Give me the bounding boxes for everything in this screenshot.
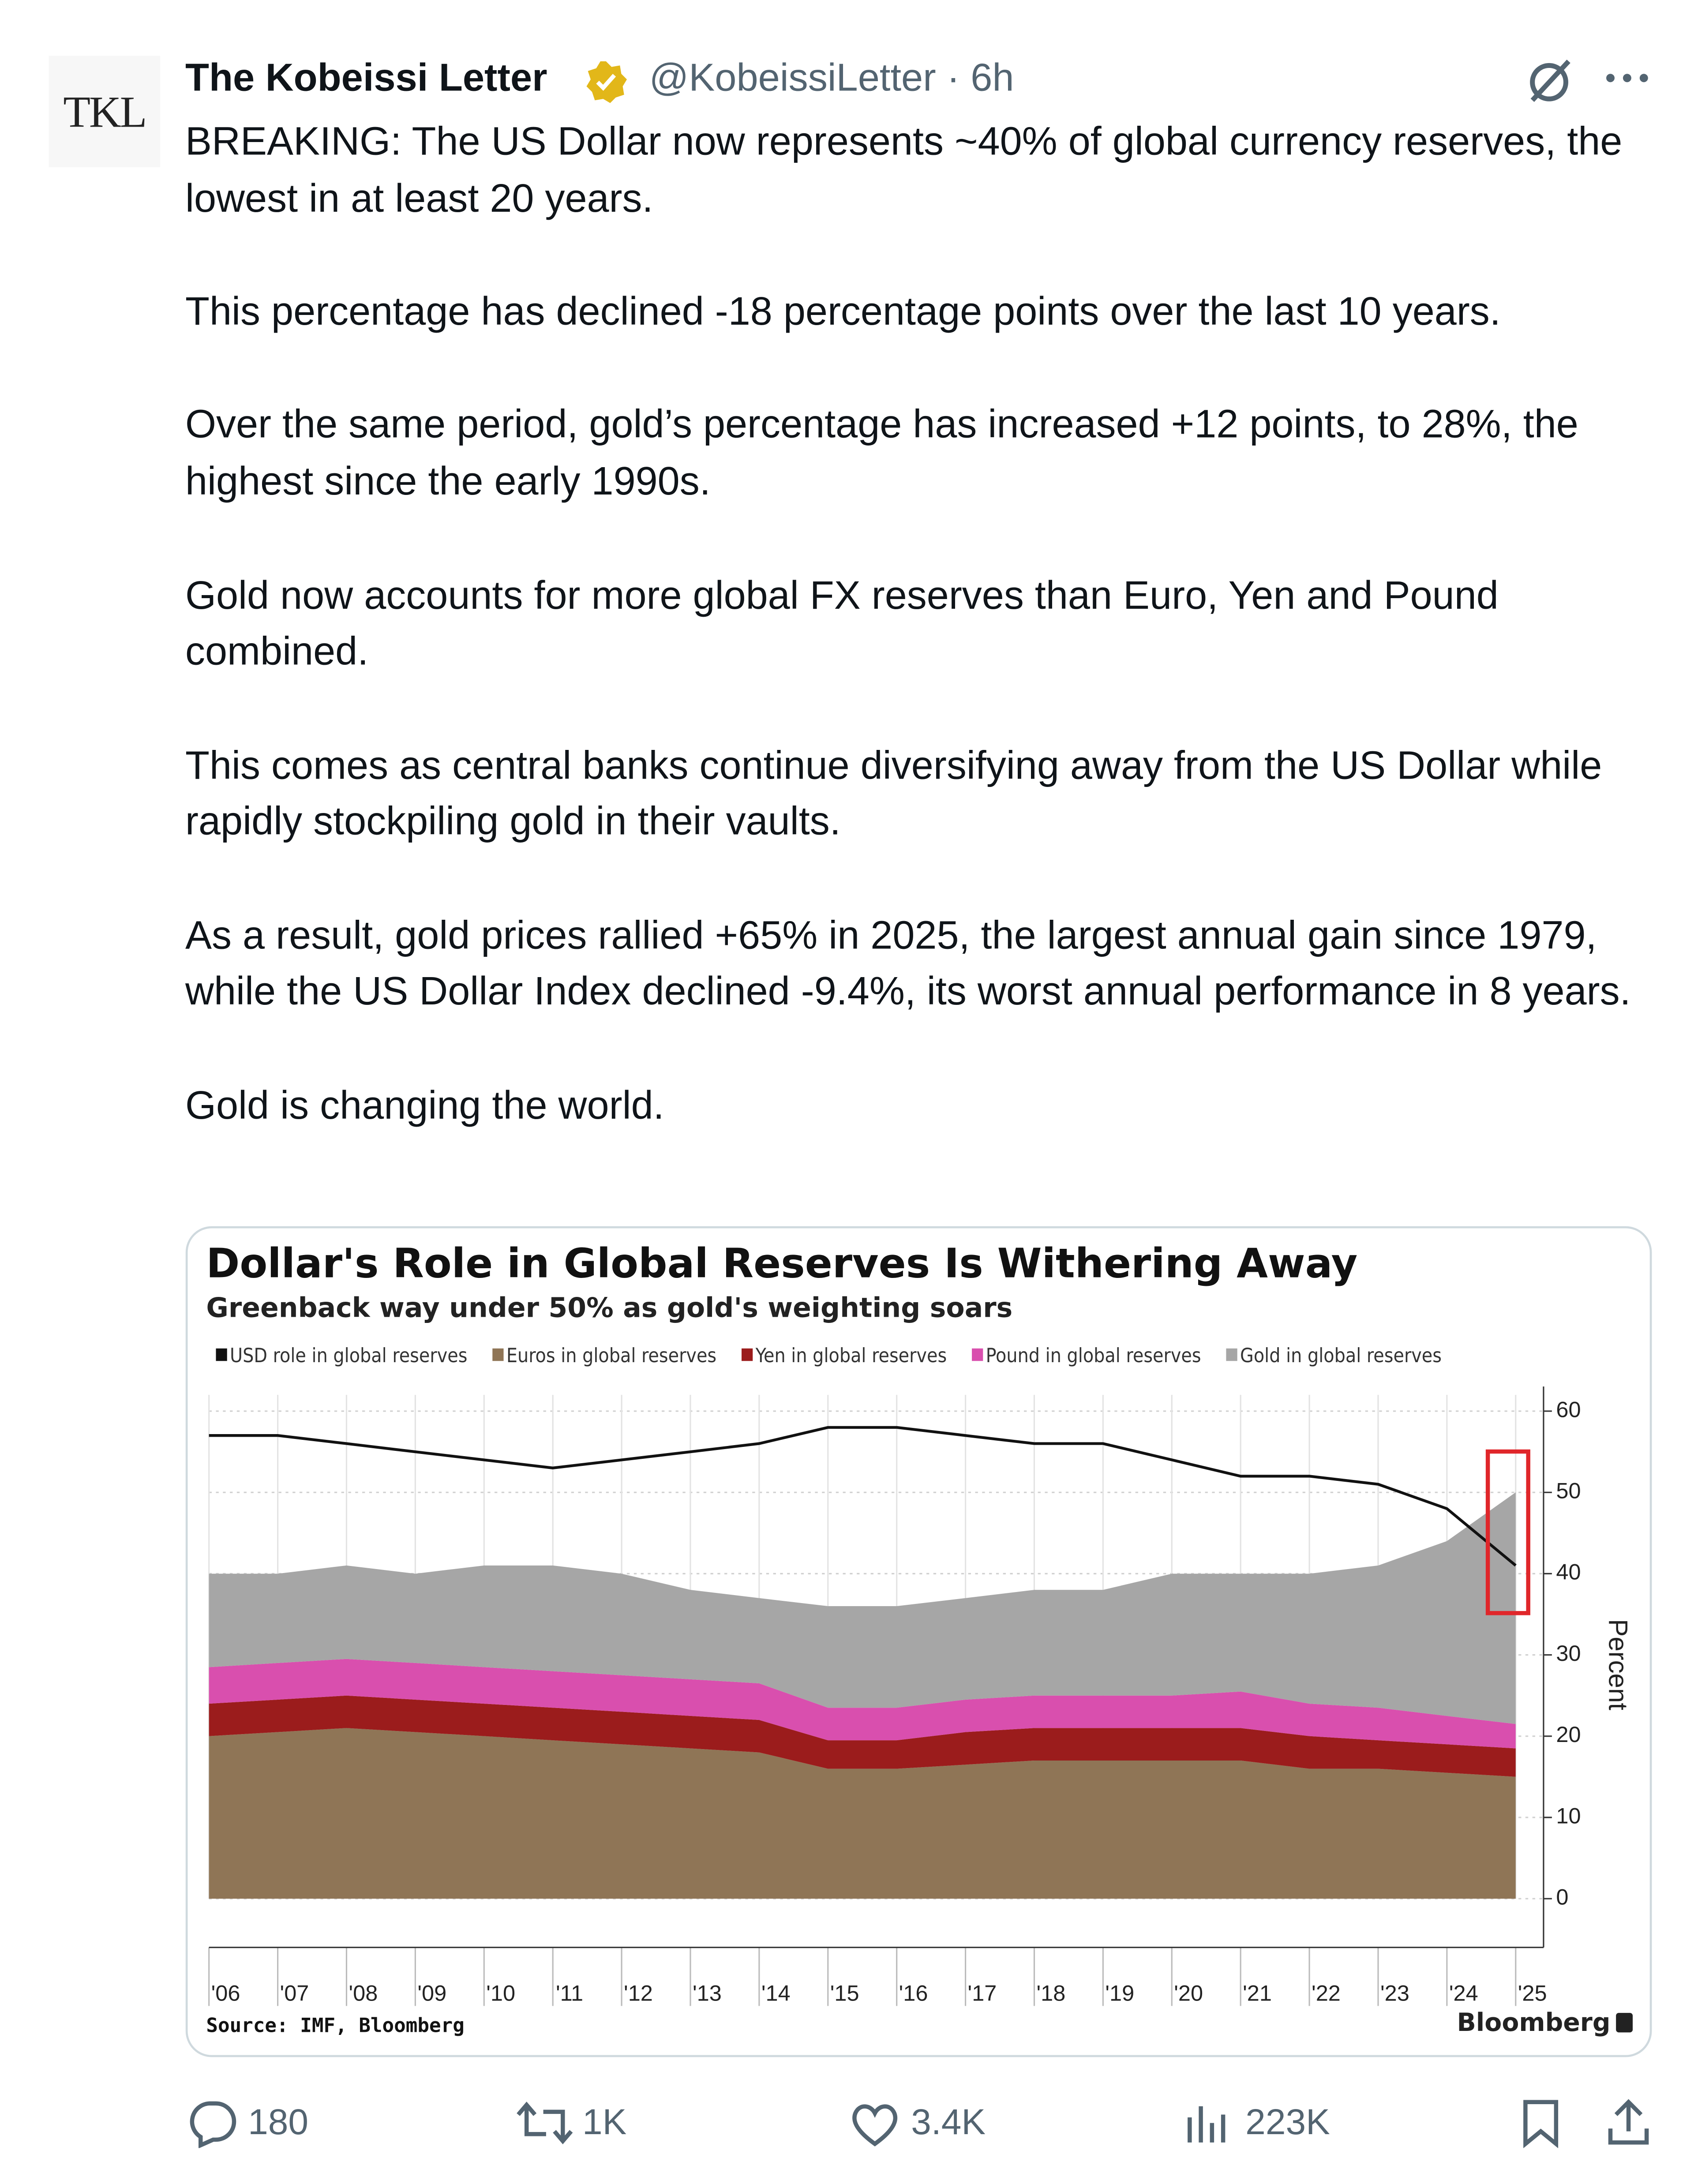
- y-tick-label: 40: [1556, 1559, 1581, 1585]
- x-tick-label: '22: [1312, 1980, 1341, 2005]
- chart[interactable]: Dollar's Role in Global Reserves Is With…: [185, 1226, 1652, 2057]
- x-tick-label: '25: [1518, 1980, 1547, 2005]
- more-icon[interactable]: [1602, 64, 1653, 92]
- x-tick-label: '09: [417, 1980, 446, 2005]
- x-tick-label: '17: [968, 1980, 997, 2005]
- x-tick-label: '13: [693, 1980, 722, 2005]
- x-tick-label: '19: [1105, 1980, 1134, 2005]
- brand-icon: [1616, 2013, 1633, 2033]
- legend-swatch: [216, 1348, 227, 1361]
- bookmark-icon[interactable]: [1518, 2098, 1563, 2148]
- views-icon[interactable]: [1184, 2101, 1231, 2145]
- brand: Bloomberg: [1457, 2008, 1610, 2037]
- repost-count[interactable]: 1K: [582, 2101, 627, 2143]
- legend-label: Euros in global reserves: [506, 1345, 716, 1367]
- tweet-paragraph: As a result, gold prices rallied +65% in…: [185, 913, 1631, 1015]
- grok-icon[interactable]: [1521, 53, 1577, 109]
- legend-label: Yen in global reserves: [755, 1345, 947, 1367]
- chart-subtitle: Greenback way under 50% as gold's weight…: [206, 1292, 1012, 1323]
- x-tick-label: '23: [1380, 1980, 1409, 2005]
- legend-label: Pound in global reserves: [986, 1345, 1201, 1367]
- chart-title: Dollar's Role in Global Reserves Is With…: [206, 1240, 1357, 1287]
- avatar[interactable]: TKL: [49, 56, 161, 167]
- tweet-paragraph: This percentage has declined -18 percent…: [185, 290, 1501, 335]
- tweet-paragraph: BREAKING: The US Dollar now represents ~…: [185, 120, 1623, 221]
- y-axis-label: Percent: [1603, 1619, 1633, 1710]
- y-tick-label: 0: [1556, 1884, 1568, 1910]
- legend-swatch: [1226, 1348, 1237, 1361]
- views-count[interactable]: 223K: [1245, 2101, 1330, 2143]
- x-tick-label: '24: [1449, 1980, 1478, 2005]
- verified-badge: [586, 61, 627, 103]
- handle-time[interactable]: @KobeissiLetter · 6h: [649, 56, 1014, 99]
- tweet-paragraph: Over the same period, gold’s percentage …: [185, 403, 1578, 505]
- chart-source: Source: IMF, Bloomberg: [206, 2015, 464, 2037]
- tweet-text: BREAKING: The US Dollar now represents ~…: [185, 114, 1655, 1191]
- x-tick-label: '08: [349, 1980, 378, 2005]
- line: [209, 1426, 1517, 1567]
- repost-icon[interactable]: [515, 2101, 574, 2145]
- like-count[interactable]: 3.4K: [911, 2101, 986, 2143]
- legend-swatch: [742, 1348, 753, 1361]
- x-tick-label: '12: [624, 1980, 653, 2005]
- x-tick-label: '11: [556, 1980, 583, 2005]
- legend-label: Gold in global reserves: [1240, 1345, 1442, 1367]
- tweet-paragraph: Gold is changing the world.: [185, 1083, 664, 1128]
- share-icon[interactable]: [1605, 2098, 1652, 2148]
- area: [209, 1728, 1516, 1899]
- x-tick-label: '15: [830, 1980, 859, 2005]
- legend-label: USD role in global reserves: [230, 1345, 467, 1367]
- area: [209, 1695, 1516, 1777]
- x-tick-label: '10: [486, 1980, 515, 2005]
- x-tick-label: '06: [211, 1980, 240, 2005]
- x-tick-label: '07: [280, 1980, 309, 2005]
- legend-swatch: [492, 1348, 504, 1361]
- x-tick-label: '14: [761, 1980, 791, 2005]
- tweet-paragraph: Gold now accounts for more global FX res…: [185, 573, 1499, 675]
- x-tick-label: '16: [899, 1980, 928, 2005]
- y-tick-label: 20: [1556, 1722, 1581, 1747]
- y-tick-label: 10: [1556, 1803, 1581, 1828]
- area: [209, 1492, 1516, 1724]
- like-icon[interactable]: [850, 2101, 900, 2148]
- y-tick-label: 50: [1556, 1478, 1581, 1503]
- y-tick-label: 30: [1556, 1641, 1581, 1666]
- plot: 0 10 20 30 40 50 60 '06 '07 '08 '09 '10 '11 '12 '13 '14…: [208, 1345, 1581, 2006]
- author-name[interactable]: The Kobeissi Letter: [185, 56, 547, 99]
- y-tick-label: 60: [1556, 1397, 1581, 1422]
- x-tick-label: '21: [1243, 1980, 1272, 2005]
- tweet-paragraph: This comes as central banks continue div…: [185, 743, 1602, 845]
- reply-count[interactable]: 180: [248, 2101, 309, 2143]
- area: [209, 1659, 1516, 1749]
- x-tick-label: '18: [1036, 1980, 1065, 2005]
- reply-icon[interactable]: [185, 2098, 241, 2148]
- x-tick-label: '20: [1174, 1980, 1203, 2005]
- legend-swatch: [972, 1348, 983, 1361]
- highlight-box: [1485, 1449, 1530, 1615]
